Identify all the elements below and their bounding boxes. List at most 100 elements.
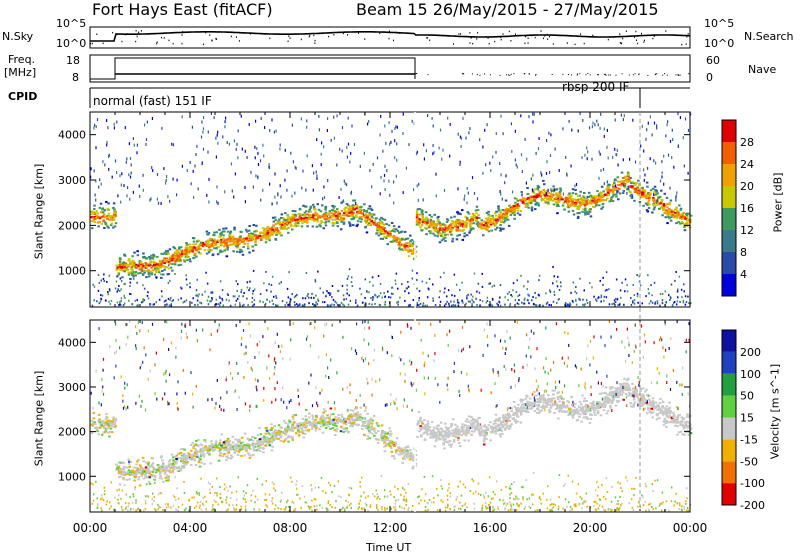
power-low-cell — [512, 282, 515, 285]
power-scatter-cell — [236, 142, 238, 146]
power-cell — [342, 221, 346, 224]
power-low-cell — [455, 283, 458, 286]
power-scatter-cell — [136, 151, 138, 155]
power-scatter-cell — [380, 175, 382, 179]
power-cell — [657, 196, 660, 199]
noise-search-dot — [621, 42, 623, 45]
power-cell — [657, 203, 661, 206]
power-cell — [498, 218, 502, 221]
power-scatter-cell — [294, 191, 296, 195]
power-cell — [656, 192, 659, 195]
power-cell — [197, 246, 200, 249]
power-cell — [171, 269, 174, 272]
power-cell — [332, 213, 336, 216]
power-cell — [128, 258, 131, 261]
power-cell — [113, 208, 116, 211]
power-cell — [211, 254, 215, 257]
power-cell — [334, 216, 338, 219]
power-scatter-cell — [262, 188, 264, 192]
power-low-cell — [100, 294, 102, 297]
power-low-cell — [472, 295, 474, 298]
power-low-cell — [473, 272, 476, 275]
power-scatter-cell — [627, 185, 629, 189]
nave-dot — [664, 73, 666, 75]
power-scatter-cell — [647, 121, 649, 125]
power-cell — [195, 248, 198, 251]
velocity-cell — [623, 387, 626, 390]
velocity-cell — [487, 424, 491, 427]
power-low-cell — [278, 282, 281, 285]
power-low-cell — [572, 281, 575, 284]
power-low-cell — [130, 293, 132, 296]
power-low-cell — [119, 303, 121, 306]
power-scatter-cell — [656, 198, 658, 202]
power-cell — [290, 218, 293, 221]
power-cell — [185, 253, 189, 256]
power-cell — [199, 243, 202, 246]
power-scatter-cell — [467, 191, 469, 195]
power-cell — [184, 247, 188, 250]
velocity-cell — [668, 401, 671, 404]
power-cell — [583, 204, 587, 207]
noise-search-dot — [500, 36, 502, 39]
power-cell — [385, 223, 388, 226]
velocity-cell — [580, 403, 583, 406]
power-cell — [133, 263, 136, 266]
power-cell — [233, 237, 236, 240]
velocity-cell — [294, 427, 297, 429]
power-low-cell — [185, 278, 188, 281]
power-scatter-cell — [489, 161, 491, 165]
power-cell — [266, 232, 270, 235]
power-low-cell — [293, 301, 296, 304]
power-cell — [487, 210, 490, 213]
noise-search-dot — [182, 31, 184, 33]
power-cell — [606, 189, 610, 192]
power-scatter-cell — [235, 147, 237, 151]
velocity-cell — [362, 423, 365, 426]
power-low-cell — [633, 294, 636, 297]
power-cell — [423, 226, 427, 229]
power-cell — [463, 224, 466, 227]
velocity-cell — [125, 466, 129, 469]
power-cell — [499, 229, 502, 232]
power-scatter-cell — [459, 163, 461, 166]
power-scatter-cell — [432, 144, 434, 147]
power-cell — [137, 263, 141, 266]
power-cell — [181, 255, 184, 258]
power-cell — [489, 223, 493, 226]
power-scatter-cell — [425, 149, 427, 153]
power-cell — [631, 185, 634, 188]
velocity-cell — [219, 439, 222, 442]
noise-search-dot — [619, 35, 621, 38]
power-cell — [263, 228, 266, 231]
power-low-cell — [319, 287, 321, 290]
power-cell — [513, 207, 517, 210]
power-cell — [647, 199, 651, 202]
power-low-cell — [600, 296, 602, 299]
power-cell — [498, 214, 501, 217]
power-low-cell — [651, 301, 654, 304]
power-cell — [569, 199, 572, 202]
power-scatter-cell — [279, 143, 281, 147]
power-scatter-cell — [553, 188, 555, 192]
power-scatter-cell — [95, 198, 97, 202]
power-scatter-cell — [512, 190, 514, 194]
power-low-cell — [432, 299, 434, 302]
power-cell — [150, 272, 154, 275]
power-scatter-cell — [130, 163, 132, 167]
power-cell — [264, 241, 268, 244]
velocity-cell — [223, 449, 226, 452]
power-cell — [220, 242, 223, 245]
power-scatter-cell — [623, 183, 625, 187]
power-cell — [123, 264, 127, 267]
power-scatter-cell — [396, 158, 398, 162]
power-cell — [499, 211, 503, 214]
power-cell — [641, 188, 645, 191]
noise-search-dot — [643, 39, 645, 42]
power-cell — [431, 223, 434, 226]
power-cell — [419, 220, 423, 223]
power-cell — [508, 210, 512, 212]
power-low-cell — [195, 294, 197, 297]
power-cell — [206, 240, 209, 243]
power-cell — [616, 184, 619, 186]
